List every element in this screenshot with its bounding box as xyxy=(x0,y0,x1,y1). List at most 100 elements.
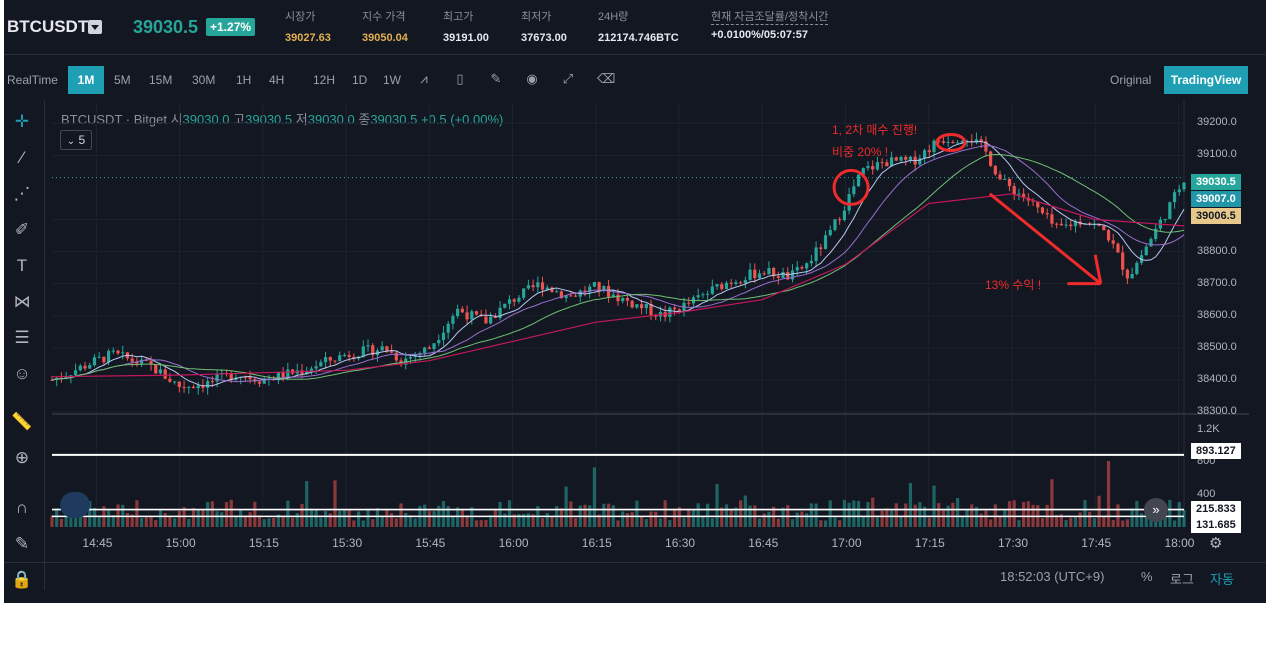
candle-body xyxy=(904,156,908,160)
fullscreen-icon[interactable]: ⤢ xyxy=(562,71,574,86)
prediction-tool-icon[interactable]: ☰ xyxy=(14,328,30,347)
moving-average-line xyxy=(51,153,1185,381)
timeframe-realtime[interactable]: RealTime xyxy=(7,73,58,87)
volume-bar xyxy=(59,518,64,527)
volume-bar xyxy=(130,514,134,527)
symbol-dropdown-icon[interactable] xyxy=(88,20,102,34)
volume-bar xyxy=(187,518,191,527)
candle-body xyxy=(1163,219,1167,221)
volume-bar xyxy=(375,508,380,527)
text-tool-icon[interactable]: T xyxy=(16,256,28,275)
percent-scale-button[interactable]: % xyxy=(1141,569,1153,584)
candle-body xyxy=(342,355,347,357)
volume-bar xyxy=(809,503,813,527)
candle-body xyxy=(111,350,115,352)
timeframe-1d[interactable]: 1D xyxy=(352,73,368,87)
volume-bar xyxy=(1168,499,1172,527)
volume-bar xyxy=(644,519,648,527)
volume-bar xyxy=(814,503,818,527)
trend-line-icon[interactable]: ⁄ xyxy=(20,148,24,167)
volume-bar xyxy=(606,503,611,527)
candle-body xyxy=(177,381,181,388)
volume-ma-label: 215.833 xyxy=(1191,501,1241,517)
candle-body xyxy=(78,365,82,371)
pattern-tool-icon[interactable]: ⋈ xyxy=(13,292,31,311)
crosshair-icon[interactable]: ✛ xyxy=(14,112,30,131)
timeframe-15m[interactable]: 15M xyxy=(149,73,173,87)
candle-body xyxy=(790,270,795,280)
candle-body xyxy=(555,291,559,293)
brush-icon[interactable]: ✐ xyxy=(14,220,30,239)
volume-bar xyxy=(489,515,493,527)
candle-body xyxy=(451,316,455,324)
volume-bar xyxy=(1102,516,1106,527)
entry-annotation-line2: 비중 20% ! xyxy=(832,145,889,159)
timeframe-1w[interactable]: 1W xyxy=(383,73,401,87)
original-view-button[interactable]: Original xyxy=(1110,73,1152,87)
settings-gear-icon[interactable]: ⚙ xyxy=(1209,535,1223,552)
candle-body xyxy=(706,293,710,295)
candle-body xyxy=(757,273,762,279)
tradingview-view-button[interactable]: TradingView xyxy=(1164,66,1248,94)
auto-scale-button[interactable]: 자동 xyxy=(1210,572,1234,587)
lock-icon[interactable]: 🔒 xyxy=(11,570,33,589)
ruler-icon[interactable]: 📏 xyxy=(11,412,33,431)
candle-body xyxy=(489,316,493,324)
magnet-icon[interactable]: ∩ xyxy=(15,498,29,517)
volume-bar xyxy=(592,467,597,527)
candle-body xyxy=(182,387,186,389)
timeframe-1m[interactable]: 1M xyxy=(68,66,104,94)
volume-bar xyxy=(625,513,630,527)
candle-body xyxy=(1111,240,1115,244)
candle-body xyxy=(1022,193,1026,198)
timeframe-1h[interactable]: 1H xyxy=(236,73,252,87)
camera-icon[interactable]: ◉ xyxy=(526,71,538,86)
trash-icon[interactable]: ⌫ xyxy=(597,71,616,86)
candle-body xyxy=(946,141,950,143)
timeframe-5m[interactable]: 5M xyxy=(114,73,131,87)
candle-body xyxy=(724,282,729,290)
candle-body xyxy=(889,157,894,167)
volume-bar xyxy=(720,507,724,527)
stat-label: 현재 자금조달률/정착시간 xyxy=(711,8,829,25)
volume-bar xyxy=(989,519,993,527)
candle-body xyxy=(1031,200,1035,202)
volume-bar xyxy=(215,511,219,527)
timeframe-30m[interactable]: 30M xyxy=(192,73,216,87)
price-chart[interactable] xyxy=(4,100,1266,570)
volume-bar xyxy=(484,520,488,527)
symbol-name[interactable]: BTCUSDT xyxy=(7,17,89,36)
fib-tool-icon[interactable]: ⋰ xyxy=(13,184,31,203)
timeframe-4h[interactable]: 4H xyxy=(269,73,285,87)
volume-bar xyxy=(88,501,92,527)
volume-bar xyxy=(531,514,535,527)
edit-icon[interactable]: ✎ xyxy=(490,71,502,86)
candle-body xyxy=(743,279,747,284)
indicator-collapse-button[interactable]: ⌄ 5 xyxy=(60,130,92,150)
volume-bar xyxy=(168,517,172,527)
volume-bar xyxy=(1007,501,1012,527)
candle-body xyxy=(474,311,479,315)
candle-body xyxy=(885,162,889,167)
candle-body xyxy=(446,323,450,333)
volume-bar xyxy=(1055,515,1059,527)
scroll-right-icon[interactable]: » xyxy=(1144,498,1168,522)
volume-bar xyxy=(229,499,233,527)
volume-bar xyxy=(941,510,946,527)
emoji-icon[interactable]: ☺ xyxy=(13,364,31,383)
volume-bar xyxy=(1139,513,1144,527)
candle-body xyxy=(569,295,573,297)
ma-price-label: 39007.0 xyxy=(1191,191,1241,207)
timeframe-12h[interactable]: 12H xyxy=(313,73,336,87)
zoom-in-icon[interactable]: ⊕ xyxy=(14,448,30,467)
volume-bar xyxy=(800,511,804,527)
legend-low-label: 저 xyxy=(295,112,308,127)
volume-bar xyxy=(564,486,568,527)
lock-drawing-icon[interactable]: ✎ xyxy=(14,534,30,553)
candle-body xyxy=(828,229,832,236)
indicator-icon[interactable]: ⩘ xyxy=(420,71,428,86)
candle-body xyxy=(158,369,163,374)
candle-body xyxy=(592,282,597,287)
candle-style-icon[interactable]: ▯ xyxy=(456,71,464,86)
log-scale-button[interactable]: 로그 xyxy=(1170,572,1194,587)
